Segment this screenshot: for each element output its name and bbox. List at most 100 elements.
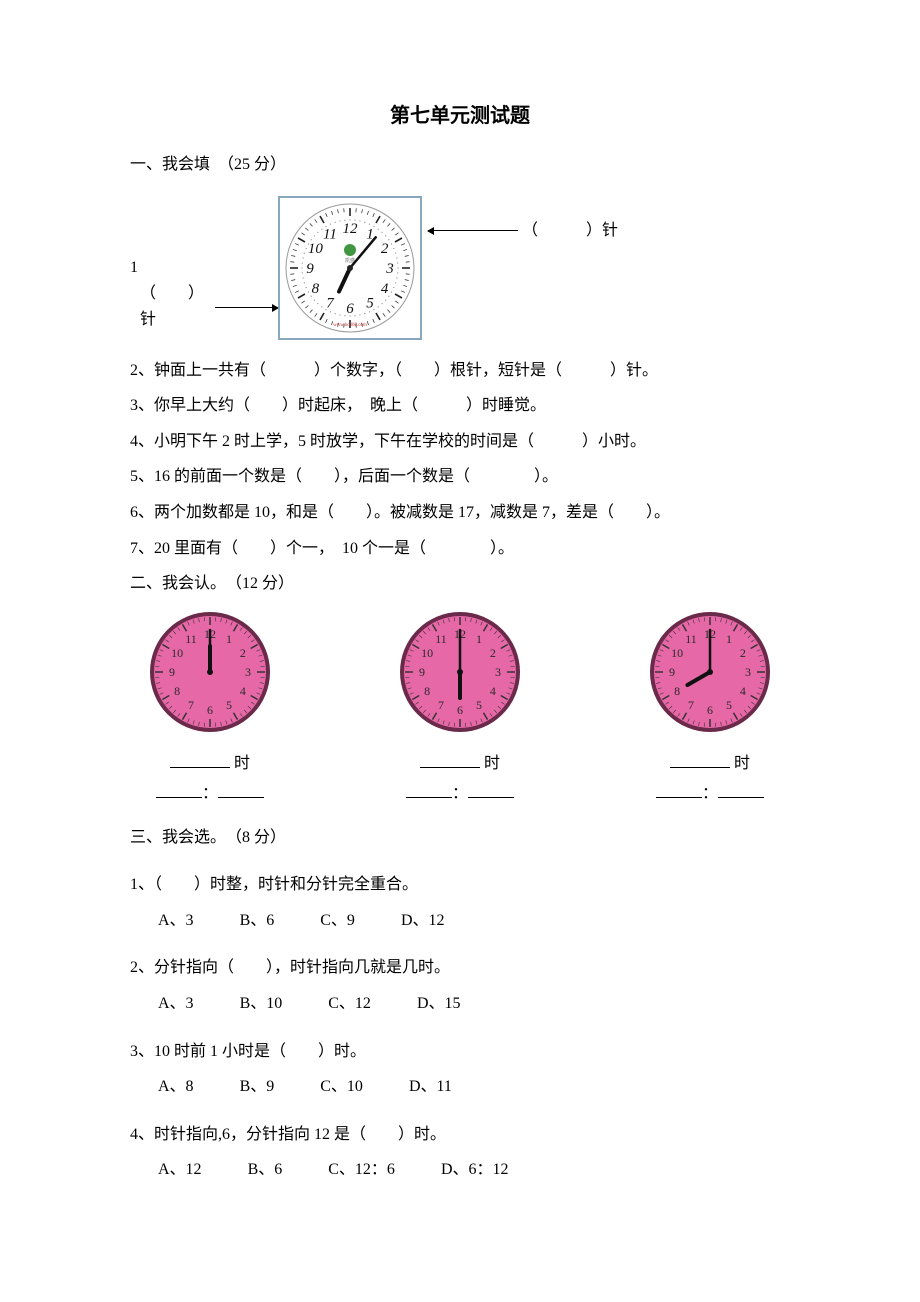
svg-text:6: 6 — [207, 703, 213, 717]
mc-option-3-2: C、12：6 — [328, 1157, 395, 1183]
q5: 5、16 的前面一个数是（ ），后面一个数是（ ）。 — [130, 464, 790, 490]
answer-row-2a: 时 — [630, 751, 790, 777]
svg-text:3: 3 — [385, 261, 394, 277]
svg-text:11: 11 — [685, 632, 697, 646]
mc-option-0-3: D、12 — [401, 908, 445, 934]
svg-text:7: 7 — [188, 698, 194, 712]
svg-text:6: 6 — [346, 301, 354, 317]
svg-text:9: 9 — [306, 261, 314, 277]
mc-options-2: A、8 B、9 C、10 D、11 — [158, 1074, 790, 1100]
mc-option-2-0: A、8 — [158, 1074, 194, 1100]
svg-text:10: 10 — [421, 646, 433, 660]
svg-text:4: 4 — [240, 684, 246, 698]
page-title: 第七单元测试题 — [130, 100, 790, 132]
svg-text:9: 9 — [169, 665, 175, 679]
q7: 7、20 里面有（ ）个一， 10 个一是（ ）。 — [130, 536, 790, 562]
svg-text:4: 4 — [490, 684, 496, 698]
q2: 2、钟面上一共有（ ）个数字，（ ）根针，短针是（ ）针。 — [130, 358, 790, 384]
mc-options-3: A、12 B、6 C、12：6 D、6：12 — [158, 1157, 790, 1183]
q1-row: 1 （ ）针 123456789101112凯盛www.hc360.com （ … — [130, 188, 790, 348]
svg-text:10: 10 — [671, 646, 683, 660]
svg-text:4: 4 — [740, 684, 746, 698]
svg-text:2: 2 — [240, 646, 246, 660]
pink-clock-col-0: 123456789101112 时 ： — [130, 607, 290, 807]
mc-stem-1: 2、分针指向（ ），时针指向几就是几时。 — [130, 955, 790, 981]
svg-text:3: 3 — [745, 665, 751, 679]
svg-text:12: 12 — [343, 221, 359, 237]
detailed-clock: 123456789101112凯盛www.hc360.com — [278, 196, 422, 340]
pink-clock-0: 123456789101112 — [145, 607, 275, 737]
arrow-right-icon — [428, 230, 518, 231]
svg-text:11: 11 — [323, 226, 337, 242]
answer-row-2b: ： — [630, 781, 790, 807]
mc-options-0: A、3 B、6 C、9 D、12 — [158, 908, 790, 934]
arrow-left-icon — [215, 307, 278, 308]
svg-text:5: 5 — [366, 295, 374, 311]
mc-option-2-3: D、11 — [409, 1074, 452, 1100]
mc-option-0-0: A、3 — [158, 908, 194, 934]
mc-options-1: A、3B、10C、12D、15 — [158, 991, 790, 1017]
svg-text:2: 2 — [490, 646, 496, 660]
svg-text:4: 4 — [381, 281, 389, 297]
svg-text:6: 6 — [707, 703, 713, 717]
mc-option-3-3: D、6：12 — [441, 1157, 509, 1183]
mc-option-1-1: B、10 — [240, 991, 283, 1017]
svg-text:10: 10 — [308, 241, 324, 257]
mc-option-3-0: A、12 — [158, 1157, 202, 1183]
mc-option-1-3: D、15 — [417, 991, 461, 1017]
svg-text:8: 8 — [174, 684, 180, 698]
svg-text:11: 11 — [185, 632, 197, 646]
svg-text:1: 1 — [476, 632, 482, 646]
mc-stem-3: 4、时针指向,6，分针指向 12 是（ ）时。 — [130, 1122, 790, 1148]
section3-heading: 三、我会选。 （8 分） — [130, 825, 790, 851]
svg-text:7: 7 — [688, 698, 694, 712]
q3: 3、你早上大约（ ）时起床， 晚上（ ）时睡觉。 — [130, 393, 790, 419]
svg-text:11: 11 — [435, 632, 447, 646]
svg-text:1: 1 — [226, 632, 232, 646]
svg-text:8: 8 — [424, 684, 430, 698]
answer-row-0b: ： — [130, 781, 290, 807]
mc-question-1: 2、分针指向（ ），时针指向几就是几时。 A、3B、10C、12D、15 — [130, 955, 790, 1016]
svg-text:9: 9 — [419, 665, 425, 679]
section1-heading: 一、我会填 （25 分） — [130, 152, 790, 178]
answer-row-0a: 时 — [130, 751, 290, 777]
mc-option-2-2: C、10 — [320, 1074, 363, 1100]
q6: 6、两个加数都是 10，和是（ ）。被减数是 17，减数是 7，差是（ ）。 — [130, 500, 790, 526]
mc-question-0: 1、（ ）时整，时针和分针完全重合。 A、3 B、6 C、9 D、12 — [130, 872, 790, 933]
answer-row-1b: ： — [380, 781, 540, 807]
q1-left-label-group: （ ）针 — [140, 281, 278, 332]
svg-text:2: 2 — [740, 646, 746, 660]
svg-text:3: 3 — [245, 665, 251, 679]
svg-text:8: 8 — [312, 281, 320, 297]
svg-text:10: 10 — [171, 646, 183, 660]
q4: 4、小明下午 2 时上学，5 时放学，下午在学校的时间是（ ）小时。 — [130, 429, 790, 455]
mc-option-0-1: B、6 — [240, 908, 275, 934]
q1-right-blank-label: （ ）针 — [522, 218, 618, 244]
answer-row-1a: 时 — [380, 751, 540, 777]
svg-text:5: 5 — [726, 698, 732, 712]
mc-stem-2: 3、10 时前 1 小时是（ ）时。 — [130, 1039, 790, 1065]
pink-clock-col-2: 123456789101112 时 ： — [630, 607, 790, 807]
svg-text:7: 7 — [438, 698, 444, 712]
section2-heading: 二、我会认。 （12 分） — [130, 571, 790, 597]
svg-text:5: 5 — [226, 698, 232, 712]
q1-left-blank-label: （ ）针 — [140, 281, 211, 332]
svg-text:2: 2 — [381, 241, 389, 257]
svg-text:5: 5 — [476, 698, 482, 712]
mc-question-2: 3、10 时前 1 小时是（ ）时。 A、8 B、9 C、10 D、11 — [130, 1039, 790, 1100]
mc-option-2-1: B、9 — [240, 1074, 275, 1100]
pink-clock-1: 123456789101112 — [395, 607, 525, 737]
q1-index: 1 — [130, 255, 140, 281]
mc-option-3-1: B、6 — [248, 1157, 283, 1183]
svg-text:1: 1 — [726, 632, 732, 646]
section2-clocks: 123456789101112 时 ： 123456789101112 时 ： … — [130, 607, 790, 807]
svg-text:9: 9 — [669, 665, 675, 679]
svg-text:6: 6 — [457, 703, 463, 717]
svg-text:www.hc360.com: www.hc360.com — [333, 323, 367, 328]
mc-option-0-2: C、9 — [320, 908, 355, 934]
svg-text:8: 8 — [674, 684, 680, 698]
mc-stem-0: 1、（ ）时整，时针和分针完全重合。 — [130, 872, 790, 898]
pink-clock-col-1: 123456789101112 时 ： — [380, 607, 540, 807]
pink-clock-2: 123456789101112 — [645, 607, 775, 737]
q1-right-label-group: （ ）针 — [428, 218, 618, 244]
